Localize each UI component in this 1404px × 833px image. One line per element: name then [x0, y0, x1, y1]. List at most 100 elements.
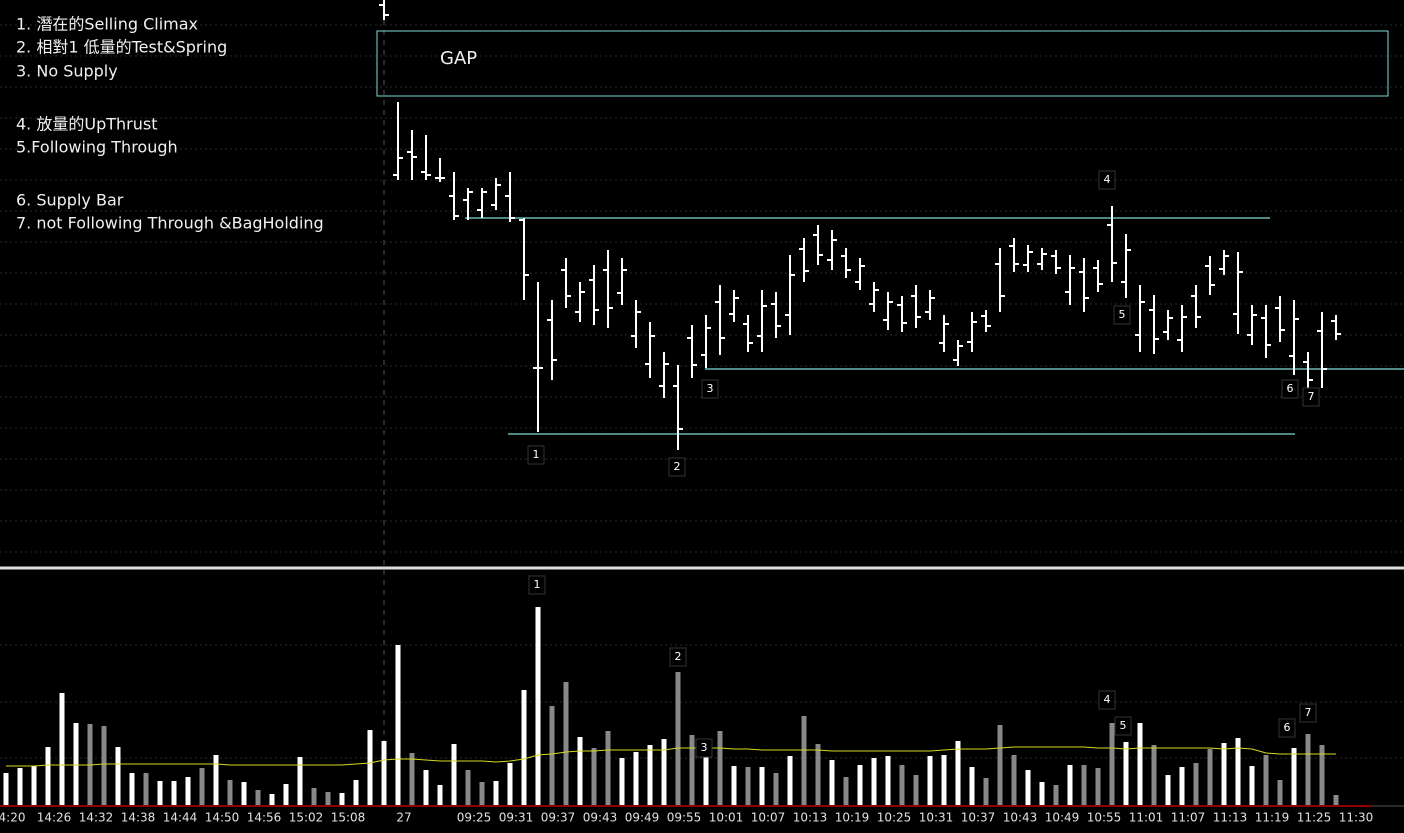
volume-bar — [1263, 755, 1269, 805]
volume-bar — [1011, 755, 1017, 805]
marker-label: 6 — [1284, 721, 1291, 734]
volume-bar — [703, 739, 709, 805]
volume-bar — [17, 768, 23, 805]
volume-bar — [941, 755, 947, 805]
volume-bar — [969, 767, 975, 805]
x-tick-label: 14:26 — [37, 811, 72, 825]
note: 2. 相對1 低量的Test&Spring — [16, 38, 227, 57]
volume-bar — [493, 781, 499, 805]
x-tick-label: 10:49 — [1045, 811, 1080, 825]
volume-bar — [101, 726, 107, 805]
volume-bar — [451, 744, 457, 805]
x-tick-label: 14:38 — [121, 811, 156, 825]
volume-bar — [311, 788, 317, 805]
volume-bar — [717, 731, 723, 805]
volume-bar — [1291, 748, 1297, 805]
volume-bar — [829, 760, 835, 805]
volume-bar — [269, 794, 275, 805]
x-tick-label: 09:25 — [457, 811, 492, 825]
x-tick-label: 10:25 — [877, 811, 912, 825]
marker-label: 2 — [675, 650, 682, 663]
marker-box — [1098, 170, 1116, 190]
volume-bar — [1109, 723, 1115, 805]
volume-bar — [675, 672, 681, 805]
volume-bar — [157, 781, 163, 805]
volume-bar — [1235, 738, 1241, 805]
volume-bar — [3, 773, 9, 805]
volume-bar — [759, 767, 765, 805]
volume-bar — [563, 682, 569, 805]
volume-bar — [605, 731, 611, 805]
marker-label: 4 — [1104, 173, 1111, 186]
grid — [0, 24, 1404, 759]
notes: 1. 潛在的Selling Climax 2. 相對1 低量的Test&Sprin… — [16, 15, 324, 233]
volume-bar — [143, 773, 149, 805]
volume-bar — [801, 716, 807, 805]
x-tick-label: 10:31 — [919, 811, 954, 825]
note: 3. No Supply — [16, 62, 118, 81]
note: 4. 放量的UpThrust — [16, 115, 157, 134]
volume-bar — [1207, 749, 1213, 805]
volume-bar — [1319, 745, 1325, 805]
marker-label: 7 — [1305, 706, 1312, 719]
x-tick-label: 09:55 — [667, 811, 702, 825]
volume-bar — [619, 758, 625, 805]
volume-bar — [633, 752, 639, 805]
x-tick-label: 11:30 — [1339, 811, 1374, 825]
volume-bar — [661, 739, 667, 805]
volume-bar — [1137, 723, 1143, 805]
price-bars — [379, 0, 1341, 450]
volume-bar — [171, 781, 177, 805]
marker-label: 1 — [534, 578, 541, 591]
marker-box — [527, 445, 545, 465]
note: 1. 潛在的Selling Climax — [16, 15, 198, 34]
volume-bar — [1249, 766, 1255, 805]
marker-label: 6 — [1287, 382, 1294, 395]
x-tick-label: 09:43 — [583, 811, 618, 825]
volume-bar — [507, 763, 513, 805]
x-tick-label: 10:55 — [1087, 811, 1122, 825]
volume-bar — [423, 770, 429, 805]
x-tick-label: 14:50 — [205, 811, 240, 825]
volume-bar — [325, 792, 331, 805]
marker-label: 2 — [674, 460, 681, 473]
x-tick-label: 09:37 — [541, 811, 576, 825]
volume-bar — [731, 766, 737, 805]
volume-bar — [535, 607, 541, 805]
x-tick-label: 10:01 — [709, 811, 744, 825]
volume-bar — [1053, 785, 1059, 805]
x-tick-label: 4:20 — [0, 811, 25, 825]
marker-label: 3 — [707, 382, 714, 395]
marker-label: 5 — [1120, 719, 1127, 732]
volume-bar — [577, 737, 583, 805]
volume-bar — [381, 741, 387, 805]
gap-label: GAP — [440, 48, 477, 69]
x-tick-label: 11:01 — [1129, 811, 1164, 825]
marker-label: 4 — [1104, 693, 1111, 706]
volume-bar — [45, 747, 51, 805]
x-tick-label: 10:07 — [751, 811, 786, 825]
volume-bar — [115, 747, 121, 805]
marker-box — [1302, 387, 1320, 407]
x-tick-label: 10:19 — [835, 811, 870, 825]
volume-bar — [745, 767, 751, 805]
x-tick-label: 11:13 — [1213, 811, 1248, 825]
gap-box — [376, 30, 1389, 97]
volume-bar — [213, 755, 219, 805]
volume-bar — [787, 756, 793, 805]
marker-label: 5 — [1119, 308, 1126, 321]
volume-bar — [73, 723, 79, 805]
volume-bar — [227, 780, 233, 805]
volume-bar — [773, 773, 779, 805]
marker-label: 7 — [1308, 390, 1315, 403]
volume-bar — [689, 735, 695, 805]
volume-bar — [913, 775, 919, 805]
x-tick-label: 14:56 — [247, 811, 282, 825]
volume-bar — [927, 756, 933, 805]
volume-bar — [1165, 775, 1171, 805]
volume-bar — [1305, 734, 1311, 805]
volume-bar — [479, 782, 485, 805]
marker-box — [669, 647, 687, 667]
